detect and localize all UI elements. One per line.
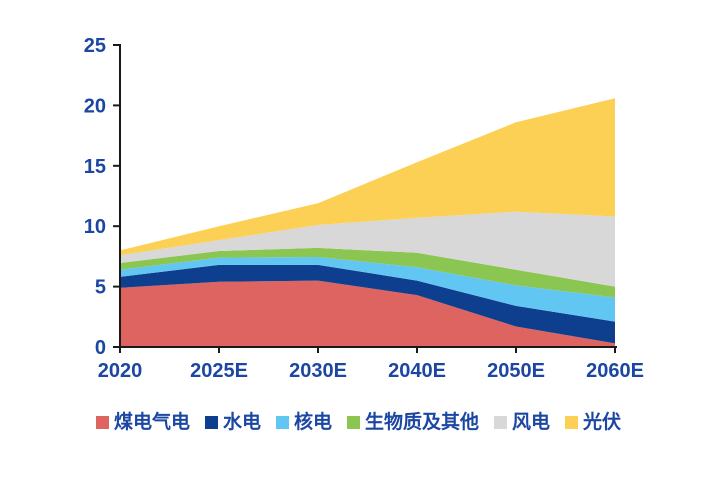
legend-swatch-biomass-other bbox=[347, 416, 360, 429]
y-axis-tick-label: 20 bbox=[84, 95, 106, 117]
y-axis-tick-label: 25 bbox=[84, 35, 106, 57]
legend-swatch-wind bbox=[494, 416, 508, 429]
legend-swatch-nuclear bbox=[275, 416, 289, 429]
axes bbox=[113, 44, 617, 353]
legend-label-wind: 风电 bbox=[512, 412, 551, 433]
y-axis-tick-label: 5 bbox=[95, 277, 106, 299]
x-axis-tick-label: 2020 bbox=[98, 360, 143, 382]
legend-item-biomass-other: 生物质及其他 bbox=[347, 413, 479, 432]
legend-item-solar: 光伏 bbox=[565, 413, 621, 432]
legend-swatch-hydro bbox=[204, 416, 218, 429]
y-axis-tick-label: 15 bbox=[84, 156, 106, 178]
hydro-area bbox=[120, 264, 615, 344]
chart-legend: 煤电气电 水电 核电 生物质及其他 风电 光伏 bbox=[0, 413, 717, 432]
y-axis-tick-label: 10 bbox=[84, 216, 106, 238]
legend-swatch-coal-gas bbox=[95, 416, 109, 429]
x-axis-tick-label: 2040E bbox=[388, 360, 446, 382]
legend-item-hydro: 水电 bbox=[204, 412, 261, 433]
y-axis-tick-label: 0 bbox=[95, 337, 106, 359]
nuclear-area bbox=[120, 257, 615, 322]
solar-area bbox=[120, 98, 615, 256]
legend-label-nuclear: 核电 bbox=[293, 412, 332, 433]
legend-swatch-solar bbox=[565, 416, 579, 429]
x-axis-tick-label: 2050E bbox=[487, 360, 545, 382]
wind-area bbox=[120, 211, 615, 287]
coal-gas-area bbox=[120, 280, 615, 347]
legend-item-wind: 风电 bbox=[494, 413, 550, 432]
x-axis-tick-label: 2030E bbox=[289, 360, 347, 382]
legend-label-solar: 光伏 bbox=[583, 412, 622, 433]
stacked-areas bbox=[120, 98, 615, 347]
legend-item-nuclear: 核电 bbox=[275, 412, 332, 433]
legend-item-coal-gas: 煤电气电 bbox=[95, 412, 190, 433]
x-axis-tick-label: 2025E bbox=[190, 360, 248, 382]
legend-label-biomass-other: 生物质及其他 bbox=[365, 412, 480, 433]
biomass-other-area bbox=[120, 247, 615, 298]
x-axis-tick-label: 2060E bbox=[586, 360, 644, 382]
legend-label-coal-gas: 煤电气电 bbox=[113, 412, 190, 433]
legend-label-hydro: 水电 bbox=[222, 412, 261, 433]
